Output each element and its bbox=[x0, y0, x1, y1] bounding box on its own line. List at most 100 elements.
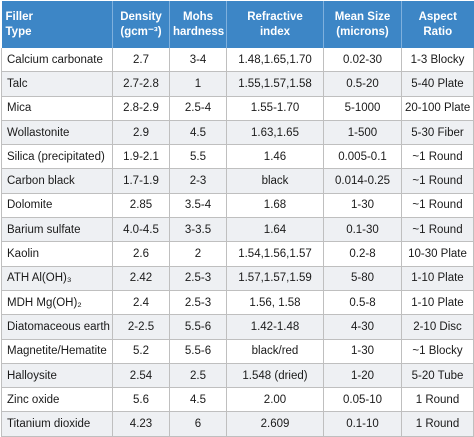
table-header: Filler Type Density (gcm⁻³) Mohs hardnes… bbox=[1, 1, 474, 48]
mean-size-cell: 0.1-10 bbox=[323, 411, 402, 437]
header-density-line1: Density bbox=[120, 10, 162, 23]
refractive-index-cell: 1.46 bbox=[226, 144, 324, 170]
table-row: Dolomite 2.85 3.5-4 1.68 1-30 ~1 Round bbox=[1, 193, 474, 219]
header-mean-size-line1: Mean Size bbox=[334, 10, 391, 23]
mean-size-cell: 1-30 bbox=[323, 339, 402, 364]
filler-type-cell: ATH Al(OH)₃ bbox=[1, 266, 113, 291]
mohs-cell: 4.5 bbox=[169, 387, 227, 413]
aspect-ratio-cell: 2-10 Disc bbox=[401, 314, 474, 340]
refractive-index-cell: 2.609 bbox=[226, 411, 324, 437]
header-refractive-line2: index bbox=[259, 25, 291, 38]
mean-size-cell: 0.02-30 bbox=[323, 48, 402, 73]
density-cell: 2.85 bbox=[112, 193, 170, 219]
mean-size-cell: 0.005-0.1 bbox=[323, 144, 402, 170]
aspect-ratio-cell: 5-40 Plate bbox=[401, 71, 474, 97]
header-aspect-ratio: Aspect Ratio bbox=[401, 1, 474, 48]
aspect-ratio-cell: ~1 Round bbox=[401, 144, 474, 170]
mohs-cell: 3.5-4 bbox=[169, 193, 227, 219]
mohs-cell: 2.5-4 bbox=[169, 96, 227, 121]
header-mohs-line1: Mohs bbox=[182, 10, 214, 23]
density-cell: 2.4 bbox=[112, 290, 170, 316]
refractive-index-cell: 1.55,1.57,1.58 bbox=[226, 71, 324, 97]
aspect-ratio-cell: 5-30 Fiber bbox=[401, 120, 474, 146]
mean-size-cell: 4-30 bbox=[323, 314, 402, 340]
table-row: Talc 2.7-2.8 1 1.55,1.57,1.58 0.5-20 5-40 Pla… bbox=[1, 71, 474, 97]
refractive-index-cell: 1.55-1.70 bbox=[226, 96, 324, 121]
table-row: MDH Mg(OH)₂ 2.4 2.5-3 1.56, 1.58 0.5-8 1-10 P… bbox=[1, 290, 474, 316]
table-row: Kaolin 2.6 2 1.54,1.56,1.57 0.2-8 10-30 Plate bbox=[1, 241, 474, 267]
mohs-cell: 3-4 bbox=[169, 48, 227, 73]
density-cell: 4.0-4.5 bbox=[112, 217, 170, 243]
mean-size-cell: 1-500 bbox=[323, 120, 402, 146]
density-cell: 2-2.5 bbox=[112, 314, 170, 340]
filler-type-cell: Silica (precipitated) bbox=[1, 144, 113, 170]
header-mohs-hardness: Mohs hardness bbox=[169, 1, 227, 48]
density-cell: 1.9-2.1 bbox=[112, 144, 170, 170]
table-row: Titanium dioxide 4.23 6 2.609 0.1-10 1 Round bbox=[1, 411, 474, 437]
table-body: Calcium carbonate 2.7 3-4 1.48,1.65,1.70 0.0… bbox=[1, 48, 474, 437]
mohs-cell: 2.5-3 bbox=[169, 266, 227, 291]
mean-size-cell: 1-20 bbox=[323, 363, 402, 389]
density-cell: 2.54 bbox=[112, 363, 170, 389]
mean-size-cell: 5-1000 bbox=[323, 96, 402, 121]
filler-type-cell: Calcium carbonate bbox=[1, 48, 113, 73]
table-row: Halloysite 2.54 2.5 1.548 (dried) 1-20 5-20 T… bbox=[1, 363, 474, 389]
header-refractive-index: Refractive index bbox=[226, 1, 324, 48]
refractive-index-cell: 1.54,1.56,1.57 bbox=[226, 241, 324, 267]
density-cell: 2.7 bbox=[112, 48, 170, 73]
table-row: Diatomaceous earth 2-2.5 5.5-6 1.42-1.48 4-3… bbox=[1, 314, 474, 340]
filler-type-cell: Zinc oxide bbox=[1, 387, 113, 413]
refractive-index-cell: 1.64 bbox=[226, 217, 324, 243]
aspect-ratio-cell: 1-3 Blocky bbox=[401, 48, 474, 73]
header-density: Density (gcm⁻³) bbox=[112, 1, 170, 48]
aspect-ratio-cell: 1 Round bbox=[401, 387, 474, 413]
refractive-index-cell: 1.57,1.57,1.59 bbox=[226, 266, 324, 291]
density-cell: 5.6 bbox=[112, 387, 170, 413]
filler-type-cell: Diatomaceous earth bbox=[1, 314, 113, 340]
filler-type-cell: Halloysite bbox=[1, 363, 113, 389]
mohs-cell: 2-3 bbox=[169, 168, 227, 194]
header-mohs-line2: hardness bbox=[173, 25, 225, 38]
filler-type-cell: Mica bbox=[1, 96, 113, 121]
filler-type-cell: Magnetite/Hematite bbox=[1, 339, 113, 364]
mean-size-cell: 0.5-8 bbox=[323, 290, 402, 316]
refractive-index-cell: 1.63,1.65 bbox=[226, 120, 324, 146]
header-row: Filler Type Density (gcm⁻³) Mohs hardnes… bbox=[1, 1, 474, 48]
filler-type-cell: Kaolin bbox=[1, 241, 113, 267]
density-cell: 2.9 bbox=[112, 120, 170, 146]
aspect-ratio-cell: ~1 Round bbox=[401, 217, 474, 243]
header-mean-size-line2: (microns) bbox=[336, 25, 389, 38]
filler-type-cell: Dolomite bbox=[1, 193, 113, 219]
header-density-line2: (gcm⁻³) bbox=[120, 25, 162, 38]
aspect-ratio-cell: ~1 Round bbox=[401, 168, 474, 194]
aspect-ratio-cell: ~1 Blocky bbox=[401, 339, 474, 364]
aspect-ratio-cell: 10-30 Plate bbox=[401, 241, 474, 267]
mean-size-cell: 0.05-10 bbox=[323, 387, 402, 413]
aspect-ratio-cell: 5-20 Tube bbox=[401, 363, 474, 389]
mean-size-cell: 0.2-8 bbox=[323, 241, 402, 267]
refractive-index-cell: black bbox=[226, 168, 324, 194]
table-row: Zinc oxide 5.6 4.5 2.00 0.05-10 1 Round bbox=[1, 387, 474, 413]
mohs-cell: 5.5-6 bbox=[169, 314, 227, 340]
filler-type-cell: Carbon black bbox=[1, 168, 113, 194]
mohs-cell: 1 bbox=[169, 71, 227, 97]
density-cell: 2.8-2.9 bbox=[112, 96, 170, 121]
refractive-index-cell: 1.48,1.65,1.70 bbox=[226, 48, 324, 73]
filler-type-cell: Talc bbox=[1, 71, 113, 97]
refractive-index-cell: 1.42-1.48 bbox=[226, 314, 324, 340]
mean-size-cell: 5-80 bbox=[323, 266, 402, 291]
density-cell: 4.23 bbox=[112, 411, 170, 437]
density-cell: 1.7-1.9 bbox=[112, 168, 170, 194]
header-filler-type-line2: Type bbox=[5, 25, 32, 38]
density-cell: 5.2 bbox=[112, 339, 170, 364]
density-cell: 2.42 bbox=[112, 266, 170, 291]
aspect-ratio-cell: ~1 Round bbox=[401, 193, 474, 219]
table-row: Wollastonite 2.9 4.5 1.63,1.65 1-500 5-30 Fib… bbox=[1, 120, 474, 146]
mohs-cell: 2 bbox=[169, 241, 227, 267]
header-filler-type-line1: Filler bbox=[5, 10, 33, 23]
refractive-index-cell: 1.548 (dried) bbox=[226, 363, 324, 389]
refractive-index-cell: 1.56, 1.58 bbox=[226, 290, 324, 316]
header-mean-size: Mean Size (microns) bbox=[323, 1, 402, 48]
mohs-cell: 2.5-3 bbox=[169, 290, 227, 316]
